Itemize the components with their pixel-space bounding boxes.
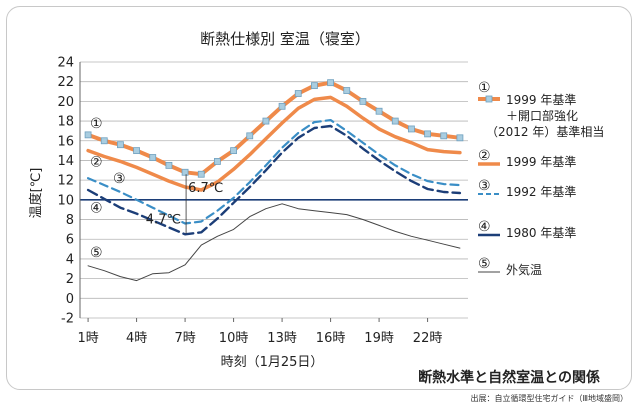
data-point [214, 158, 221, 165]
legend-marker: ② [478, 148, 491, 164]
y-tick-label: 2 [66, 272, 74, 287]
data-point [294, 90, 302, 97]
annotation-label: 4.7℃ [146, 213, 181, 228]
y-axis-label: 温度[℃] [28, 168, 44, 219]
data-point [343, 87, 351, 94]
data-point [456, 134, 464, 142]
plot-area [84, 79, 464, 282]
data-point [408, 125, 415, 133]
y-tick-label: 0 [66, 292, 74, 307]
source-note: 出展：自立循環型住宅ガイド（Ⅲ地域盛岡） [470, 393, 628, 403]
x-tick-label: 1時 [77, 331, 98, 346]
data-point [246, 132, 254, 140]
data-point [181, 168, 189, 176]
y-tick-label: -2 [61, 312, 74, 327]
grid [79, 61, 468, 322]
chart-frame [6, 6, 632, 390]
series-marker-label: ④ [90, 201, 103, 217]
legend-label: 1992 年基準 [506, 184, 576, 199]
y-tick-label: 16 [57, 134, 74, 149]
data-point [327, 79, 334, 87]
data-point [100, 137, 108, 145]
data-point [311, 82, 318, 90]
y-tick-label: 14 [57, 154, 74, 169]
series-marker-label: ② [90, 154, 103, 170]
data-point [440, 132, 448, 140]
y-tick-label: 12 [57, 174, 74, 189]
x-tick-label: 13時 [267, 331, 297, 346]
y-tick-label: 8 [66, 213, 74, 228]
x-tick-label: 16時 [316, 331, 346, 346]
legend-marker: ④ [478, 219, 491, 235]
legend-label: ＋開口部強化 [506, 108, 578, 123]
series-line-s2 [86, 95, 462, 192]
legend-label: 外気温 [506, 262, 542, 277]
y-tick-label: 6 [66, 233, 74, 248]
y-tick-label: 22 [57, 75, 74, 90]
legend-marker: ① [478, 80, 491, 96]
data-point [149, 154, 157, 161]
legend-swatch-marker [485, 95, 493, 103]
series-line-s5 [87, 203, 461, 282]
x-tick-label: 19時 [364, 331, 394, 346]
x-tick-label: 7時 [174, 331, 195, 346]
legend-label: 1999 年基準 [506, 92, 576, 107]
data-point [359, 97, 367, 105]
annotation-label: 6.7℃ [188, 181, 223, 196]
legend-marker: ③ [478, 178, 491, 194]
series-marker-label: ① [90, 116, 103, 132]
series-marker-label: ⑤ [90, 245, 103, 261]
y-tick-label: 10 [57, 193, 74, 208]
data-point [262, 117, 270, 125]
data-point [391, 117, 399, 125]
data-point [165, 161, 173, 169]
y-tick-label: 20 [57, 95, 74, 110]
data-point [424, 130, 431, 138]
x-tick-label: 22時 [413, 331, 443, 346]
legend-label: 1980 年基準 [506, 225, 576, 240]
series-marker-label: ③ [113, 171, 126, 187]
y-tick-label: 4 [66, 252, 74, 267]
x-axis: 1時 4時 7時 10時 13時 16時 19時 22時 [77, 331, 442, 346]
x-axis-label: 時刻（1月25日） [221, 355, 324, 370]
legend-marker: ⑤ [478, 256, 491, 272]
data-point [278, 102, 286, 110]
chart-title: 断熱仕様別 室温（寝室） [200, 30, 370, 48]
annotations: 6.7℃ 4.7℃ [146, 174, 223, 234]
x-tick-label: 10時 [219, 331, 249, 346]
y-tick-label: 24 [57, 56, 74, 71]
data-point [197, 170, 205, 178]
series-line-s3 [86, 118, 461, 225]
x-tick-label: 4時 [126, 331, 147, 346]
data-point [133, 147, 140, 155]
data-point [117, 141, 124, 149]
data-point [375, 107, 383, 115]
legend-label: （2012 年）基準相当 [486, 124, 604, 139]
series-line-s4 [86, 124, 462, 236]
caption: 断熱水準と自然室温との関係 [418, 369, 600, 386]
data-point [230, 147, 237, 155]
y-tick-label: 18 [57, 115, 74, 130]
series-markers: ① ②③④ ⑤ [90, 116, 126, 261]
data-point [84, 131, 92, 139]
legend-label: 1999 年基準 [506, 154, 576, 169]
